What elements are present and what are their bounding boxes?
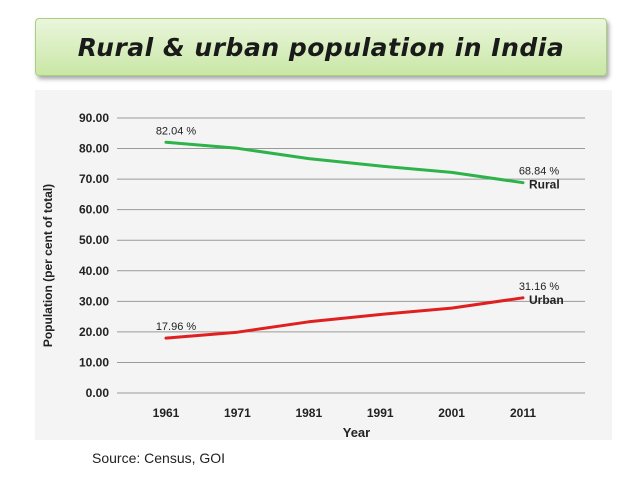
- population-line-chart: 0.00 10.00 20.00 30.00 40.00 50.00 60.00 70.00 8…: [41, 111, 585, 440]
- rural-series-name: Rural: [529, 178, 560, 192]
- source-note: Source: Census, GOI: [92, 450, 226, 466]
- title-box: Rural & urban population in India: [35, 18, 607, 76]
- slide-title: Rural & urban population in India: [77, 32, 565, 62]
- urban-series-line: [164, 296, 525, 340]
- data-labels: Rural 82.04 % 68.84 % Urban 17.96 % 31.16 %: [156, 125, 564, 333]
- urban-data-label: 17.96 %: [156, 321, 197, 333]
- y-tick-label: 90.00: [79, 111, 109, 125]
- x-tick-labels: 1961 1971 1981 1991 2001 2011: [153, 406, 537, 420]
- x-tick-label: 1971: [224, 406, 251, 420]
- y-tick-label: 60.00: [79, 203, 109, 217]
- rural-series-line: [164, 140, 525, 185]
- y-tick-label: 0.00: [86, 386, 110, 400]
- y-tick-label: 30.00: [79, 294, 109, 308]
- x-tick-label: 2011: [510, 406, 536, 420]
- urban-data-label: 31.16 %: [519, 281, 560, 293]
- series-lines: [164, 140, 525, 340]
- x-tick-label: 2001: [438, 406, 465, 420]
- urban-series-name: Urban: [529, 293, 564, 307]
- y-axis-title: Population (per cent of total): [41, 184, 55, 347]
- x-tick-label: 1961: [153, 406, 180, 420]
- x-axis-title: Year: [343, 425, 370, 440]
- gridlines: [117, 117, 585, 394]
- y-tick-label: 70.00: [79, 172, 109, 186]
- y-tick-label: 50.00: [79, 233, 109, 247]
- rural-data-label: 82.04 %: [156, 125, 197, 137]
- x-tick-label: 1981: [295, 406, 322, 420]
- y-tick-label: 40.00: [79, 264, 109, 278]
- y-tick-label: 10.00: [79, 355, 109, 369]
- y-tick-labels: 0.00 10.00 20.00 30.00 40.00 50.00 60.00 70.00 8…: [79, 111, 109, 400]
- y-tick-label: 20.00: [79, 325, 109, 339]
- x-tick-label: 1991: [367, 406, 394, 420]
- rural-data-label: 68.84 %: [519, 166, 560, 178]
- y-tick-label: 80.00: [79, 142, 109, 156]
